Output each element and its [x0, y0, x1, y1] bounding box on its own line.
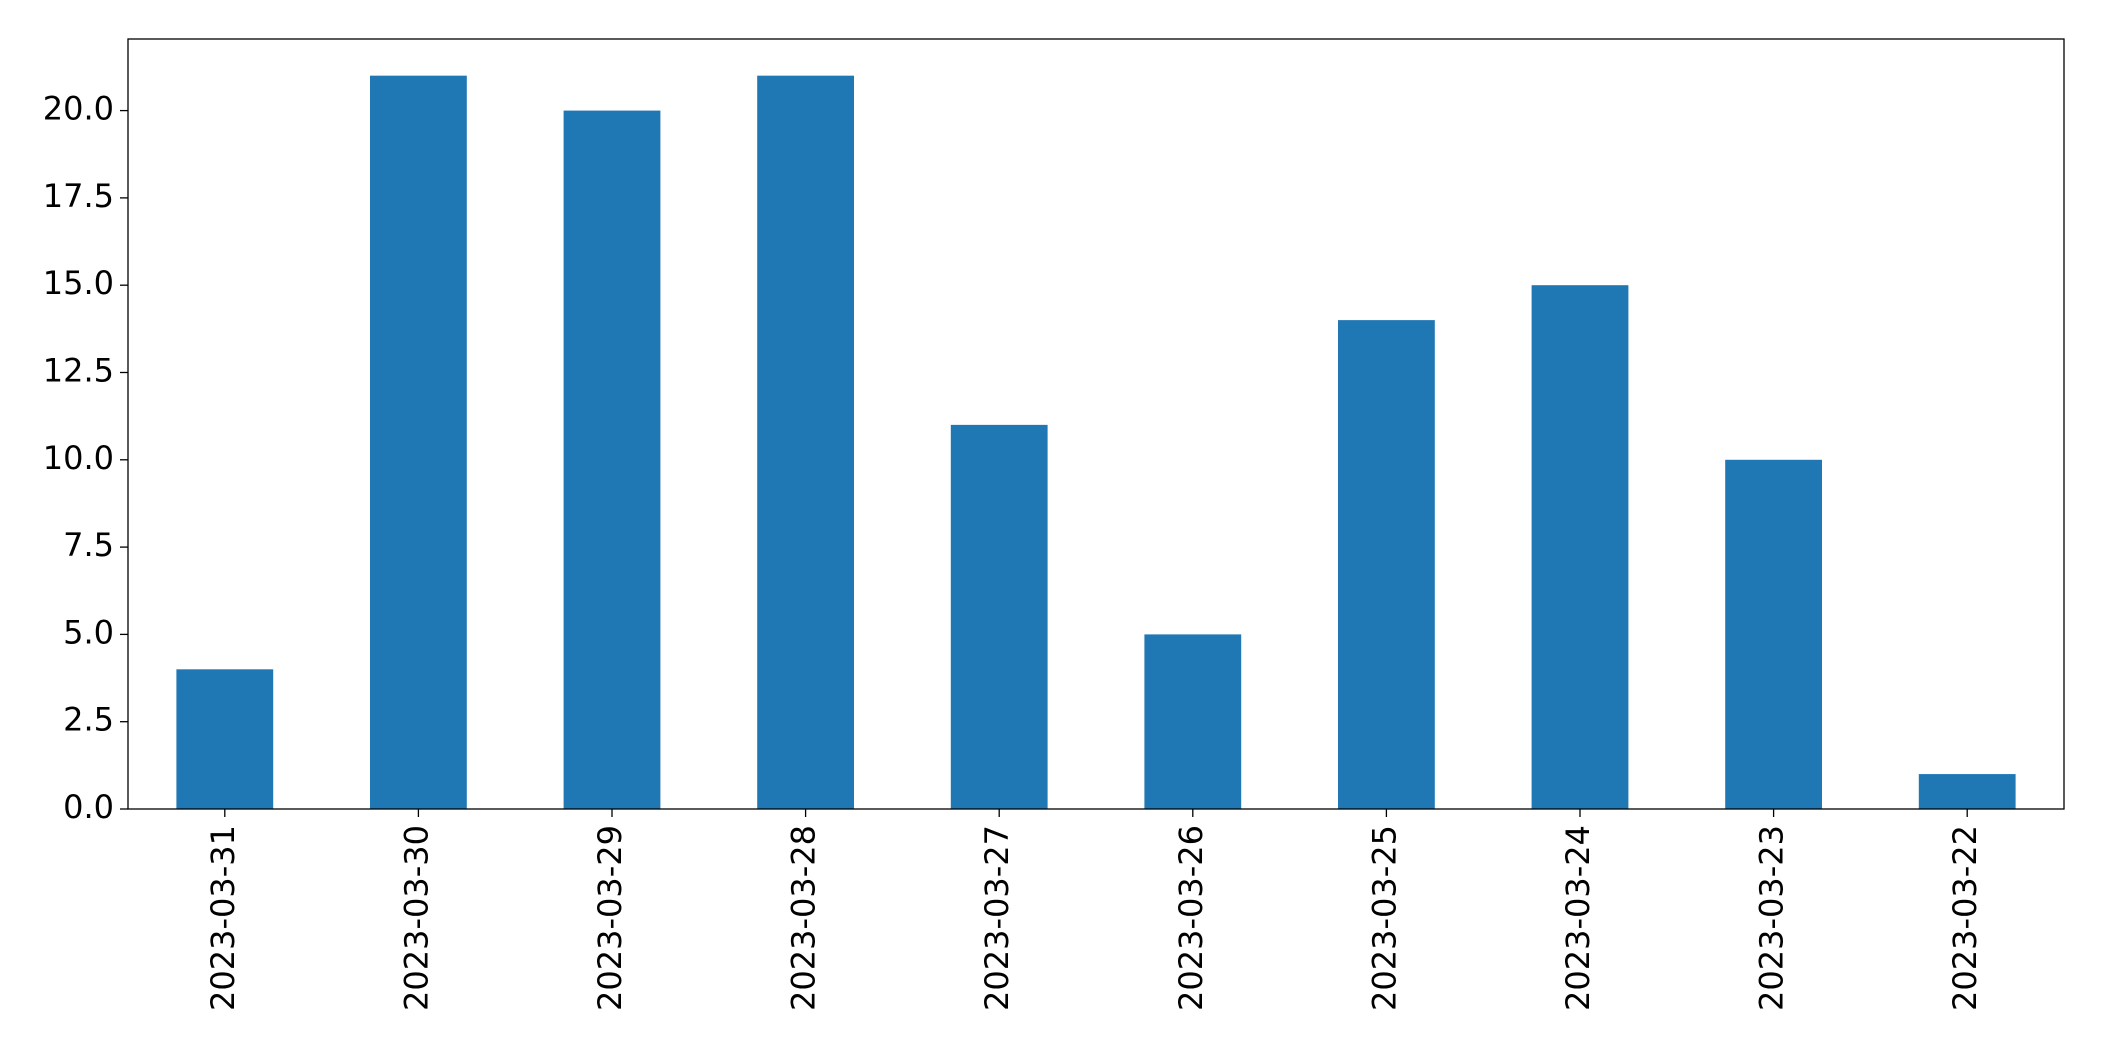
x-tick-label: 2023-03-23: [1753, 825, 1791, 1011]
plot-frame: [127, 38, 2065, 810]
x-tick-label: 2023-03-24: [1559, 825, 1597, 1011]
x-tick-label: 2023-03-29: [591, 825, 629, 1011]
x-tick-label: 2023-03-26: [1172, 825, 1210, 1011]
bar: [757, 75, 854, 809]
y-tick-label: 7.5: [63, 526, 114, 564]
x-tick-label: 2023-03-27: [978, 825, 1016, 1011]
bar: [176, 669, 274, 809]
x-tick-label: 2023-03-30: [397, 825, 435, 1011]
bar: [950, 424, 1048, 809]
y-tick-label: 10.0: [43, 439, 114, 477]
x-tick-label: 2023-03-31: [204, 825, 242, 1011]
bar: [1144, 634, 1242, 809]
y-tick-label: 2.5: [63, 701, 114, 739]
y-tick-label: 0.0: [63, 788, 114, 826]
y-tick-label: 20.0: [43, 90, 114, 128]
bar: [1531, 285, 1629, 809]
bar: [563, 110, 661, 810]
x-tick-label: 2023-03-28: [785, 825, 823, 1011]
bar: [1338, 320, 1435, 809]
y-tick-label: 15.0: [43, 264, 114, 302]
bar: [1918, 774, 2016, 809]
y-tick-label: 5.0: [63, 613, 114, 651]
x-tick-label: 2023-03-25: [1365, 825, 1403, 1011]
x-tick-label: 2023-03-22: [1946, 825, 1984, 1011]
y-tick-label: 17.5: [43, 177, 114, 215]
bar: [370, 75, 467, 809]
y-tick-label: 12.5: [43, 351, 114, 389]
bar: [1725, 459, 1822, 809]
